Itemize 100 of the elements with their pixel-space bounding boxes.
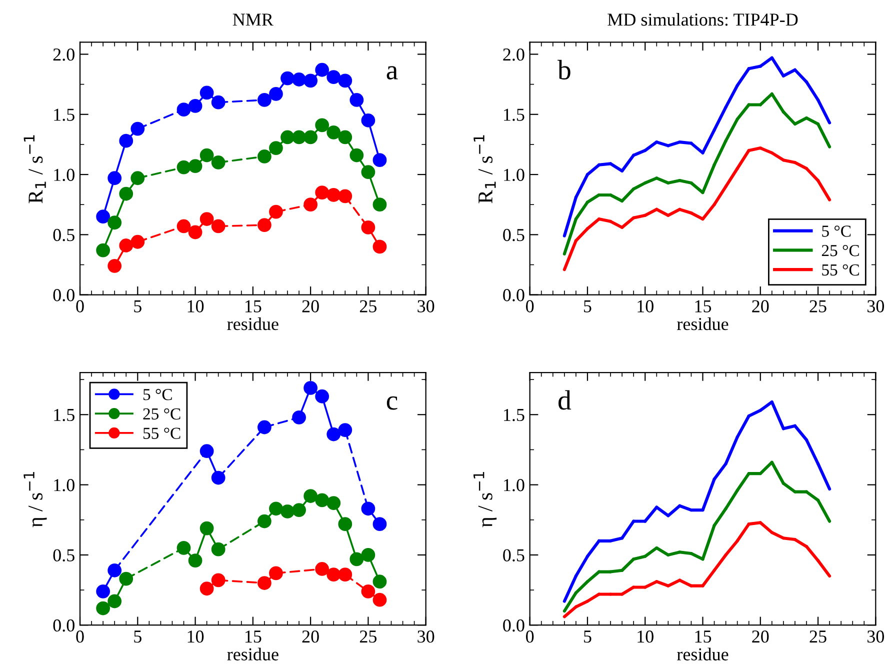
point xyxy=(361,165,376,180)
x-axis-title: residue xyxy=(227,317,278,330)
point xyxy=(304,198,318,212)
point xyxy=(119,238,134,252)
point xyxy=(326,125,341,140)
point xyxy=(176,102,191,117)
annotation: a xyxy=(386,66,398,80)
y-tick-label: 0.5 xyxy=(503,228,524,242)
chart-title: NMR xyxy=(232,14,274,26)
point xyxy=(200,148,214,162)
point xyxy=(338,74,352,88)
point xyxy=(211,573,226,588)
point xyxy=(108,594,122,608)
annotation: b xyxy=(558,60,570,80)
point xyxy=(338,189,352,204)
point xyxy=(372,198,387,212)
point xyxy=(119,572,134,586)
y-tick-label: 1.0 xyxy=(504,479,524,492)
point xyxy=(269,141,283,155)
y-tick-label: 1.0 xyxy=(54,168,74,182)
x-tick-label: 20 xyxy=(302,300,319,312)
x-tick-label: 20 xyxy=(752,630,769,643)
point xyxy=(304,381,318,395)
point xyxy=(361,584,376,598)
point xyxy=(280,71,294,86)
point xyxy=(211,95,226,110)
point xyxy=(315,389,330,404)
y-tick-label: 0.5 xyxy=(53,549,74,562)
y-tick-label: 1.5 xyxy=(54,108,74,121)
point xyxy=(361,220,376,234)
point xyxy=(372,517,387,532)
point xyxy=(350,93,364,107)
point xyxy=(292,72,306,86)
point xyxy=(269,86,283,101)
point xyxy=(119,186,134,201)
y-tick-label: 1.5 xyxy=(504,108,524,121)
point xyxy=(338,568,352,582)
point xyxy=(108,563,122,578)
legend-label: 25 °C xyxy=(143,408,180,420)
point xyxy=(372,240,387,254)
point xyxy=(188,225,202,240)
x-tick-label: 10 xyxy=(188,630,204,643)
point xyxy=(188,554,202,568)
y-tick-label: 0.0 xyxy=(503,289,524,302)
x-tick-label: 30 xyxy=(418,630,434,643)
point xyxy=(372,592,387,607)
x-tick-label: 10 xyxy=(638,630,654,643)
point xyxy=(315,562,330,576)
y-axis-title: R$_{1}$ / s$^{−1}$ xyxy=(24,135,46,204)
x-tick-label: 25 xyxy=(810,630,826,643)
x-tick-label: 30 xyxy=(418,300,434,312)
point xyxy=(315,493,330,508)
point xyxy=(338,517,352,532)
y-tick-label: 2.0 xyxy=(503,48,524,61)
point xyxy=(200,212,214,226)
point xyxy=(258,514,272,528)
chart-title: MD simulations: TIP4P-D xyxy=(608,13,798,26)
y-tick-label: 0.0 xyxy=(53,289,74,302)
y-axis-title: η / s$^{−1}$ xyxy=(24,472,47,528)
point xyxy=(119,134,134,148)
point xyxy=(258,150,272,164)
x-tick-label: 0 xyxy=(76,630,84,643)
y-tick-label: 1.5 xyxy=(54,408,74,422)
x-tick-label: 25 xyxy=(360,300,377,312)
x-tick-label: 10 xyxy=(638,300,654,312)
point xyxy=(200,86,214,100)
x-tick-label: 15 xyxy=(245,300,262,312)
x-axis-title: residue xyxy=(677,648,728,660)
point xyxy=(258,218,272,232)
point xyxy=(304,489,318,503)
point xyxy=(108,216,122,230)
point xyxy=(211,156,226,170)
y-tick-label: 0.5 xyxy=(53,228,74,242)
point xyxy=(176,219,191,234)
x-tick-label: 5 xyxy=(134,630,142,643)
legend-label: 5 °C xyxy=(822,226,851,237)
point xyxy=(361,113,376,128)
point xyxy=(176,160,191,174)
point xyxy=(211,219,226,234)
point xyxy=(130,234,145,249)
x-tick-label: 30 xyxy=(868,630,884,643)
x-tick-label: 20 xyxy=(752,300,769,312)
x-tick-label: 0 xyxy=(76,300,84,312)
y-axis-title: η / s$^{−1}$ xyxy=(474,472,497,528)
point xyxy=(315,62,330,77)
point xyxy=(350,148,364,162)
x-axis-title: residue xyxy=(677,317,728,330)
legend-label: 55 °C xyxy=(822,264,859,276)
annotation: c xyxy=(386,396,398,410)
point xyxy=(269,204,283,219)
point xyxy=(280,504,294,518)
annotation: d xyxy=(558,390,572,410)
point xyxy=(211,542,226,556)
point xyxy=(96,243,110,258)
point xyxy=(315,186,330,200)
point xyxy=(361,548,376,562)
point xyxy=(258,576,272,590)
point xyxy=(292,130,306,144)
x-tick-label: 15 xyxy=(695,300,712,312)
point xyxy=(326,427,341,442)
